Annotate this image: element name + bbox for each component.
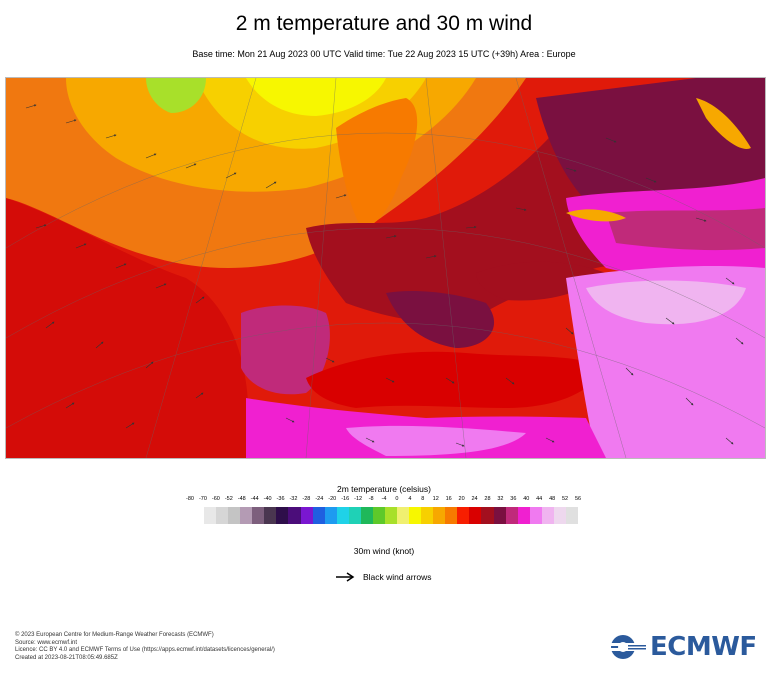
- legend-tick-label: 24: [471, 496, 478, 502]
- legend-swatch: [553, 507, 566, 524]
- legend-swatch: [541, 507, 554, 524]
- legend-tick-label: 28: [484, 496, 491, 502]
- legend-tick-label: -44: [250, 496, 259, 502]
- legend-swatch: [240, 507, 253, 524]
- legend-swatch: [348, 507, 361, 524]
- legend-swatch: [288, 507, 301, 524]
- legend-tick-label: -28: [302, 496, 311, 502]
- legend-tick-label: -24: [315, 496, 324, 502]
- legend-tick-label: 16: [445, 496, 452, 502]
- legend-swatch: [505, 507, 518, 524]
- legend-tick-label: -52: [224, 496, 233, 502]
- legend-swatch: [493, 507, 506, 524]
- legend-swatch: [204, 507, 217, 524]
- legend-tick-label: 44: [536, 496, 543, 502]
- legend-tick-label: 12: [432, 496, 439, 502]
- legend-swatch: [372, 507, 385, 524]
- chart-subtitle: Base time: Mon 21 Aug 2023 00 UTC Valid …: [192, 49, 576, 59]
- legend-swatch: [264, 507, 277, 524]
- legend-swatch: [276, 507, 289, 524]
- legend-swatch: [360, 507, 373, 524]
- legend-tick-label: 8: [421, 496, 425, 502]
- legend-tick-label: -60: [211, 496, 220, 502]
- legend-swatch: [312, 507, 325, 524]
- legend-swatch: [384, 507, 397, 524]
- legend-tick-label: 20: [458, 496, 465, 502]
- footer-credits: © 2023 European Centre for Medium-Range …: [15, 632, 275, 662]
- legend-swatch: [421, 507, 434, 524]
- temperature-wind-map: [5, 77, 766, 459]
- legend-tick-label: -8: [368, 496, 374, 502]
- legend-tick-label: -16: [341, 496, 350, 502]
- legend-tick-label: -4: [381, 496, 387, 502]
- legend-swatch: [397, 507, 410, 524]
- legend-ticks: -80 -70 -60 -52 -48 -44 -40 -36 -32 -28 -24 -20 -16-…: [184, 496, 584, 506]
- wind-legend-title: 30m wind (knot): [353, 546, 415, 556]
- legend-swatch: [517, 507, 530, 524]
- legend-swatch: [228, 507, 241, 524]
- legend-swatch: [529, 507, 542, 524]
- legend-tick-label: -20: [328, 496, 337, 502]
- legend-tick-label: 0: [395, 496, 399, 502]
- arrow-right-icon: [336, 572, 355, 582]
- footer-source: Source: www.ecmwf.int: [15, 639, 78, 646]
- legend-swatch: [481, 507, 494, 524]
- ecmwf-logo-icon: [610, 635, 646, 659]
- legend-swatch: [469, 507, 482, 524]
- legend-tick-label: -36: [276, 496, 285, 502]
- footer-copyright: © 2023 European Centre for Medium-Range …: [15, 632, 214, 638]
- legend-tick-label: -40: [263, 496, 272, 502]
- ecmwf-logo: ECMWF: [610, 632, 757, 662]
- footer-licence: Licence: CC BY 4.0 and ECMWF Terms of Us…: [15, 647, 275, 654]
- legend-swatch: [433, 507, 446, 524]
- legend-swatch: [252, 507, 265, 524]
- legend-swatch: [300, 507, 313, 524]
- legend-tick-label: 4: [408, 496, 412, 502]
- legend-tick-label: 36: [510, 496, 517, 502]
- legend-tick-label: -70: [198, 496, 207, 502]
- legend-swatch: [445, 507, 458, 524]
- legend-swatch: [409, 507, 422, 524]
- legend-tick-label: 56: [574, 496, 582, 502]
- legend-tick-label: -80: [186, 496, 194, 502]
- legend-tick-label: 32: [497, 496, 504, 502]
- footer-created: Created at 2023-08-21T08:05:49.685Z: [15, 654, 118, 661]
- legend-swatch: [336, 507, 349, 524]
- wind-arrow-label: Black wind arrows: [363, 572, 432, 582]
- legend-swatch: [565, 507, 578, 524]
- legend-title: 2m temperature (celsius): [336, 484, 431, 494]
- legend-swatch: [216, 507, 229, 524]
- legend-colorbar: [204, 507, 578, 524]
- legend-tick-label: -32: [289, 496, 298, 502]
- legend-tick-label: 52: [562, 496, 569, 502]
- chart-title: 2 m temperature and 30 m wind: [235, 12, 533, 35]
- legend-tick-label: -48: [237, 496, 246, 502]
- legend-tick-label: 48: [549, 496, 556, 502]
- ecmwf-logo-text: ECMWF: [650, 632, 757, 662]
- wind-arrow-legend: Black wind arrows: [335, 570, 432, 584]
- legend-swatch: [457, 507, 470, 524]
- legend-swatch: [324, 507, 337, 524]
- legend-tick-label: 40: [523, 496, 530, 502]
- legend-tick-label: -12: [354, 496, 363, 502]
